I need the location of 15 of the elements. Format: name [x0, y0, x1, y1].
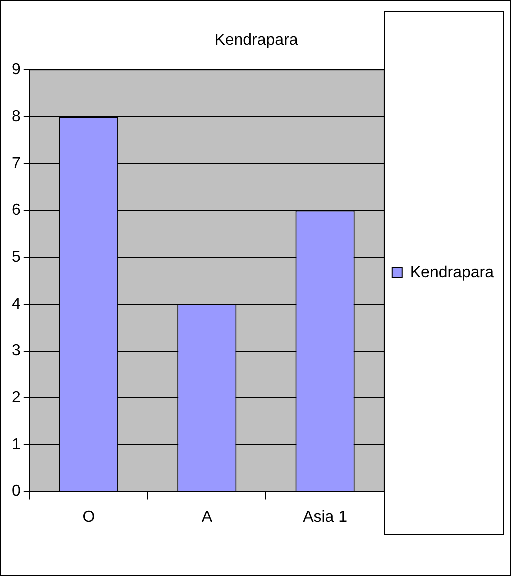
y-tick-label: 1	[12, 436, 21, 454]
x-tick-label: A	[202, 508, 213, 526]
y-tick-label: 6	[12, 202, 21, 220]
y-tick-label: 0	[12, 483, 21, 500]
y-tick-label: 5	[12, 248, 21, 266]
x-tick-label: Asia 1	[303, 508, 348, 526]
y-tick-label: 2	[12, 390, 21, 407]
y-tick-label: 7	[12, 155, 21, 172]
y-tick-label: 4	[12, 296, 21, 313]
y-tick-label: 8	[12, 108, 21, 126]
x-tick-label: O	[82, 508, 96, 526]
legend-label: Kendrapara	[410, 264, 494, 282]
y-tick-label: 3	[12, 342, 21, 360]
y-tick-label: 9	[12, 62, 21, 79]
chart-title: Kendrapara	[214, 32, 298, 50]
